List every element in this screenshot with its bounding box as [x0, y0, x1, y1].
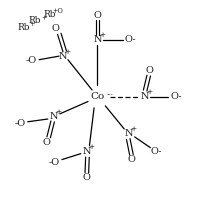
- Text: O: O: [127, 155, 135, 165]
- Text: O: O: [145, 65, 153, 75]
- Text: N: N: [140, 92, 148, 101]
- Text: +: +: [64, 48, 70, 56]
- Text: O: O: [93, 11, 101, 20]
- Text: +: +: [41, 14, 46, 21]
- Text: O: O: [52, 24, 60, 33]
- Text: +: +: [87, 143, 93, 151]
- Text: -O: -O: [48, 158, 59, 167]
- Text: -O: -O: [25, 56, 37, 65]
- Text: ---: ---: [107, 92, 113, 100]
- Text: +: +: [129, 125, 135, 133]
- Text: +: +: [29, 20, 35, 28]
- Text: N: N: [124, 129, 132, 138]
- Text: O: O: [82, 173, 90, 182]
- Text: O: O: [42, 138, 50, 147]
- Text: +O: +O: [52, 7, 62, 15]
- Text: N: N: [49, 112, 58, 121]
- Text: Rb: Rb: [18, 23, 30, 32]
- Text: Rb: Rb: [43, 10, 55, 19]
- Text: N: N: [93, 35, 101, 44]
- Text: +: +: [98, 31, 104, 39]
- Text: N: N: [82, 147, 90, 156]
- Text: Co: Co: [90, 92, 104, 101]
- Text: +: +: [55, 108, 61, 116]
- Text: O-: O-: [124, 35, 135, 44]
- Text: O-: O-: [150, 147, 161, 156]
- Text: +: +: [145, 88, 151, 96]
- Text: -O: -O: [14, 119, 25, 128]
- Text: Rb: Rb: [29, 16, 41, 25]
- Text: O-: O-: [169, 92, 181, 101]
- Text: N: N: [59, 52, 67, 61]
